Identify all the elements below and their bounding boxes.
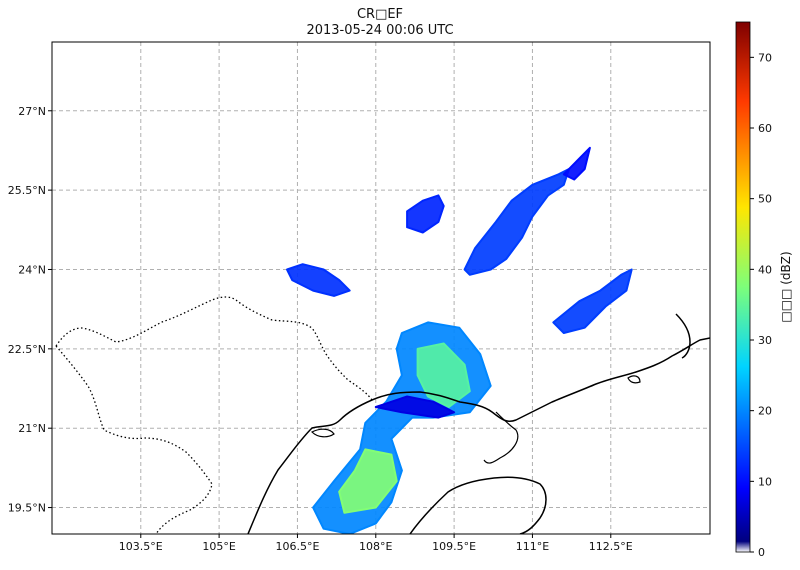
- map-area: [52, 42, 710, 534]
- radar-echoes: [286, 146, 633, 534]
- colorbar-gradient: [735, 21, 751, 553]
- colorbar-label: □□□ (dBZ): [779, 251, 793, 322]
- coastline-peninsula: [675, 313, 691, 359]
- lon-tick-label: 111°E: [516, 540, 549, 553]
- colorbar-tick-label: 30: [758, 334, 772, 347]
- colorbar-tick-label: 20: [758, 405, 772, 418]
- lon-tick-label: 103.5°E: [119, 540, 163, 553]
- colorbar: 0 10 20 30 40 50 60 70 □□□ (dBZ): [735, 21, 793, 559]
- colorbar-tick-label: 50: [758, 193, 772, 206]
- colorbar-tick-label: 0: [758, 546, 765, 559]
- lat-tick-label: 21°N: [18, 422, 46, 435]
- echo-main-core-north: [416, 342, 471, 408]
- colorbar-tick-label: 60: [758, 122, 772, 135]
- echo-far-north-strip: [562, 146, 591, 181]
- lon-tick-label: 112.5°E: [589, 540, 633, 553]
- island-outline-2: [627, 375, 641, 384]
- coastline: [247, 337, 710, 534]
- lat-tick-label: 19.5°N: [8, 502, 46, 515]
- lon-tick-label: 109.5°E: [432, 540, 476, 553]
- lat-tick-label: 27°N: [18, 105, 46, 118]
- colorbar-tick-label: 40: [758, 263, 772, 276]
- bay-outline: [483, 411, 519, 464]
- lon-tick-label: 106.5°E: [275, 540, 319, 553]
- plot-frame: [51, 41, 711, 535]
- island-outline: [310, 428, 335, 438]
- lat-tick-label: 25.5°N: [8, 184, 46, 197]
- echo-north-cluster: [463, 168, 570, 276]
- lon-tick-label: 105°E: [202, 540, 235, 553]
- echo-northwest-cluster: [406, 194, 445, 234]
- colorbar-tick-label: 10: [758, 475, 772, 488]
- echo-west-cluster: [286, 263, 351, 297]
- latitude-ticks: 19.5°N 21°N 22.5°N 24°N 25.5°N 27°N: [8, 105, 52, 515]
- echo-east-cluster: [552, 268, 633, 334]
- echo-main-core-south: [338, 448, 398, 514]
- colorbar-tick-label: 70: [758, 51, 772, 64]
- chart-title: CR□EF: [357, 7, 403, 22]
- hainan-coast: [409, 476, 547, 534]
- echo-coast-dark-core: [374, 395, 456, 419]
- lon-tick-label: 108°E: [359, 540, 392, 553]
- chart-subtitle: 2013-05-24 00:06 UTC: [306, 23, 453, 38]
- lat-tick-label: 24°N: [18, 263, 46, 276]
- longitude-ticks: 103.5°E 105°E 106.5°E 108°E 109.5°E 111°E 112.…: [119, 534, 633, 553]
- lat-tick-label: 22.5°N: [8, 343, 46, 356]
- colorbar-ticks: 0 10 20 30 40 50 60 70: [750, 51, 772, 559]
